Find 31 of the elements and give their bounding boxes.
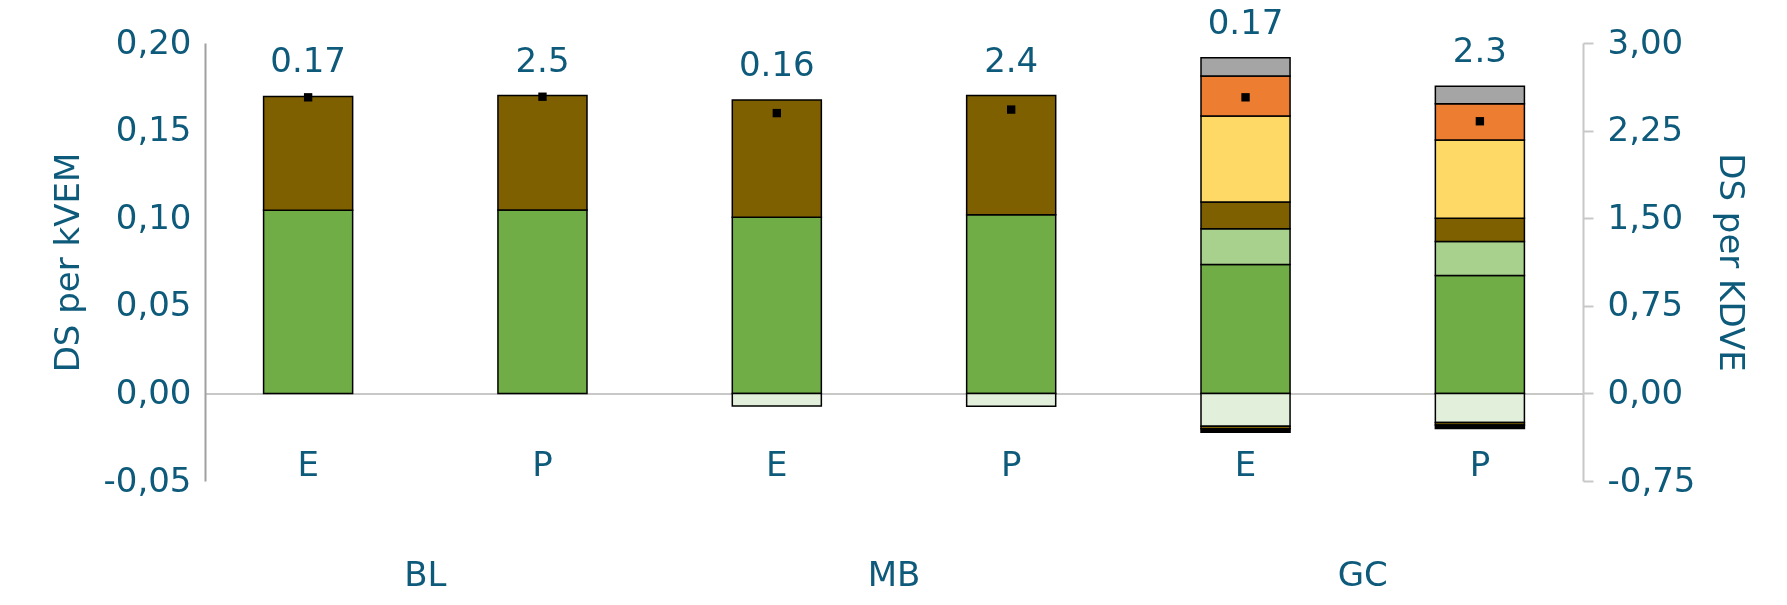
y-tick-label: 0,20 <box>115 21 192 62</box>
x-tick-label: E <box>1234 443 1257 484</box>
data-label: 0.16 <box>738 43 815 84</box>
text: GC <box>1337 554 1388 594</box>
data-label: 0.17 <box>270 40 346 81</box>
data-label: 0.17 <box>1207 1 1284 42</box>
y-tick-label: -0,05 <box>103 459 192 500</box>
x-tick-label: E <box>297 443 319 484</box>
y-axis-title: DS per kVEM <box>46 152 87 373</box>
x-tick-label: P <box>1000 443 1022 484</box>
data-label: 2.3 <box>1452 30 1507 71</box>
bar <box>1434 424 1526 430</box>
text: MB <box>867 554 921 594</box>
y-tick-label: 0,05 <box>115 284 192 325</box>
text: BL <box>404 554 447 594</box>
x-tick-label: P <box>1469 443 1491 484</box>
y2-tick-label: 3,00 <box>1607 21 1684 62</box>
y2-tick-label: 2,25 <box>1607 109 1684 150</box>
bar <box>1200 428 1291 434</box>
data-label: 2.4 <box>984 39 1039 80</box>
x-tick-label: E <box>766 443 788 484</box>
y-tick-label: 0,00 <box>115 371 192 412</box>
y2-tick-label: -0,75 <box>1607 459 1696 500</box>
y2-tick-label: 0,75 <box>1607 284 1684 325</box>
data-label: 2.5 <box>515 39 570 80</box>
x-tick-label: P <box>532 443 553 484</box>
y-tick-label: 0,15 <box>115 109 192 150</box>
y2-axis-title: DS per KDVE <box>1712 153 1753 372</box>
y2-tick-label: 0,00 <box>1607 371 1684 412</box>
y-tick-label: 0,10 <box>115 196 192 237</box>
y2-tick-label: 1,50 <box>1607 196 1684 237</box>
